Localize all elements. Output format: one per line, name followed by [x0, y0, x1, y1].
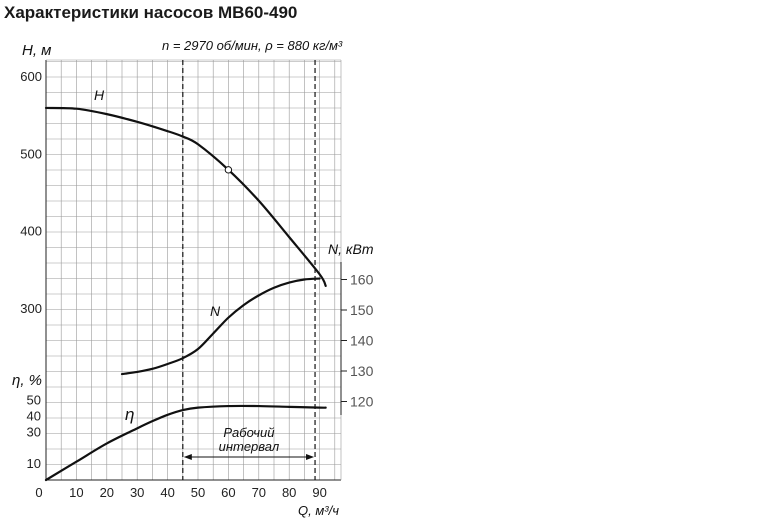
interval-label: Рабочий интервал: [219, 425, 280, 454]
grid: [46, 60, 341, 480]
x-tick-label: 60: [221, 485, 235, 500]
series-label-power: N: [210, 303, 221, 319]
head-curve-marker: [224, 166, 233, 174]
working-interval: Рабочий интервал: [182, 60, 316, 480]
x-tick-label: 90: [312, 485, 326, 500]
x-tick-label: 40: [160, 485, 174, 500]
chart-frame: [45, 59, 347, 481]
head-tick-label: 600: [20, 69, 42, 84]
curves: [44, 106, 327, 482]
head-tick-label: 300: [20, 301, 42, 316]
series-line-head: [44, 106, 327, 287]
power-tick-label: 120: [350, 394, 374, 410]
interval-arrow-right: [306, 454, 315, 460]
power-axis-label: N, кВт: [328, 241, 374, 257]
chart-title: Характеристики насосов МВ60-490: [4, 3, 298, 22]
x-tick-label: 70: [252, 485, 266, 500]
x-axis-label: Q, м³/ч: [298, 503, 339, 518]
x-tick-label: 80: [282, 485, 296, 500]
eff-tick-label: 50: [27, 393, 41, 408]
power-tick-label: 140: [350, 333, 374, 349]
x-tick-label: 30: [130, 485, 144, 500]
power-tick-label: 150: [350, 302, 374, 318]
x-tick-label: 10: [69, 485, 83, 500]
series-label-head: H: [94, 87, 105, 103]
eff-tick-label: 10: [27, 456, 41, 471]
x-tick-label: 0: [35, 485, 42, 500]
series-line-eff: [44, 404, 327, 482]
eff-tick-label: 40: [27, 408, 41, 423]
head-axis-label: H, м: [22, 42, 51, 59]
axis-labels: 0 10 20 30 40 50 60 70 80 90Q, м³/ч300400500600H,…: [12, 38, 374, 518]
head-tick-label: 500: [20, 146, 42, 161]
x-tick-label: 50: [191, 485, 205, 500]
x-tick-label: 20: [100, 485, 114, 500]
power-tick-label: 130: [350, 363, 374, 379]
interval-arrow-left: [183, 454, 192, 460]
series-line-power: [120, 277, 321, 376]
eff-tick-label: 30: [27, 424, 41, 439]
power-tick-label: 160: [350, 272, 374, 288]
series-label-eff: η: [125, 405, 134, 424]
eff-axis-label: η, %: [12, 372, 42, 389]
head-tick-label: 400: [20, 224, 42, 239]
conditions-text: n = 2970 об/мин, ρ = 880 кг/м³: [162, 38, 343, 53]
